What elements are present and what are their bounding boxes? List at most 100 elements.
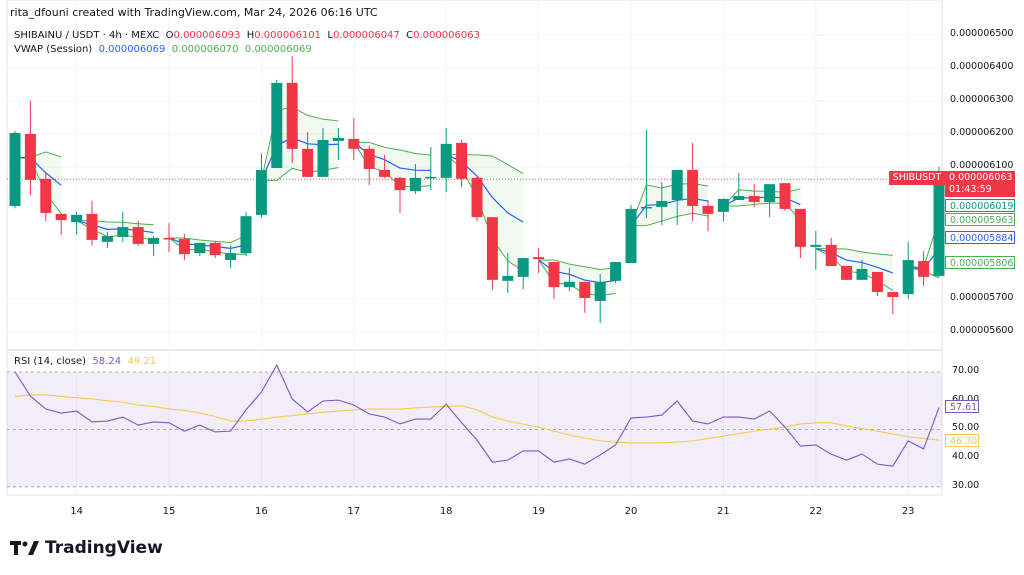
time-axis-label: 14 xyxy=(70,506,83,517)
candle-down xyxy=(132,227,144,244)
candle-down xyxy=(379,169,391,177)
candle-up xyxy=(810,244,822,247)
candle-down xyxy=(471,177,483,218)
vwap-lower-band xyxy=(631,212,709,227)
candle-down xyxy=(687,169,699,206)
symbol-title: SHIBAINU / USDT · 4h · MEXC xyxy=(14,30,160,41)
price-axis-label: 0.000006100 xyxy=(950,160,1014,171)
candle-up xyxy=(625,208,637,264)
rsi-legend[interactable]: RSI (14, close) 58.24 49.21 xyxy=(14,356,156,367)
rsi-pane xyxy=(7,371,942,488)
candle-down xyxy=(40,178,52,213)
candle-down xyxy=(456,142,468,179)
candles xyxy=(9,56,945,324)
candle-down xyxy=(533,257,545,260)
open-label: O xyxy=(165,30,174,41)
vwap-lower-value: 0.000006069 xyxy=(244,44,312,55)
candle-up xyxy=(440,143,452,178)
candle-up xyxy=(317,139,329,177)
candle-up xyxy=(717,199,729,212)
candle-down xyxy=(841,266,853,280)
bar-countdown: 01:43:59 xyxy=(949,184,992,195)
candle-down xyxy=(55,213,67,221)
time-axis-label: 16 xyxy=(255,506,268,517)
candle-up xyxy=(671,169,683,200)
rsi-lines xyxy=(14,363,940,467)
vwap-upper-band xyxy=(353,141,431,156)
candle-up xyxy=(902,260,914,295)
symbol-legend[interactable]: SHIBAINU / USDT · 4h · MEXC O0.000006093… xyxy=(14,30,480,41)
price-axis-label: 0.000006400 xyxy=(950,61,1014,72)
candle-down xyxy=(887,292,899,298)
tradingview-logo-text: TradingView xyxy=(45,538,163,558)
candle-up xyxy=(101,235,113,242)
rsi-line xyxy=(14,363,940,467)
candle-up xyxy=(71,214,83,223)
low-value: 0.000006047 xyxy=(332,30,400,41)
vwap-upper-badge: 0.000005963 xyxy=(945,213,1015,226)
tradingview-logo[interactable]: TradingView xyxy=(10,538,163,558)
price-axis-label: 0.000005700 xyxy=(950,292,1014,303)
candle-up xyxy=(409,177,421,192)
candle-up xyxy=(563,281,575,288)
open-value: 0.000006093 xyxy=(173,30,241,41)
time-axis-label: 18 xyxy=(439,506,453,517)
vwap-upper-band xyxy=(169,235,247,244)
rsi-ma-badge: 46.30 xyxy=(945,434,979,447)
rsi-axis-label: 30.00 xyxy=(952,479,980,491)
candle-down xyxy=(302,148,314,177)
close-value: 0.000006063 xyxy=(413,30,480,41)
candle-up xyxy=(255,169,267,215)
candle-down xyxy=(548,262,560,288)
candle-up xyxy=(502,275,514,281)
candle-up xyxy=(640,206,652,209)
time-axis-label: 20 xyxy=(624,506,638,517)
vwap-line xyxy=(14,156,62,186)
candle-up xyxy=(148,237,160,244)
low-label: L xyxy=(327,30,333,41)
candle-down xyxy=(348,138,360,149)
candle-down xyxy=(825,244,837,266)
rsi-axis-label: 50.00 xyxy=(952,422,980,434)
time-axis-label: 23 xyxy=(901,506,915,517)
candle-down xyxy=(918,261,930,277)
tradingview-logo-icon xyxy=(10,541,39,555)
vwap-badge: 0.000005884 xyxy=(945,231,1015,244)
candle-up xyxy=(9,133,21,206)
close-label: C xyxy=(406,30,414,41)
price-axis-label: 0.000006500 xyxy=(950,28,1014,39)
candle-down xyxy=(579,281,591,299)
vwap-upper-value: 0.000006070 xyxy=(171,44,239,55)
candle-up xyxy=(332,137,344,141)
candle-up xyxy=(933,179,945,276)
candle-down xyxy=(163,237,175,240)
candle-up xyxy=(271,82,283,168)
candle-down xyxy=(286,82,298,149)
candle-up xyxy=(594,281,606,301)
candle-down xyxy=(486,217,498,280)
candle-down xyxy=(24,134,36,180)
vwap-legend[interactable]: VWAP (Session) 0.000006069 0.000006070 0… xyxy=(14,44,312,55)
candle-up xyxy=(194,242,206,254)
candle-down xyxy=(748,196,760,202)
price-axis-label: 0.000006200 xyxy=(950,127,1014,138)
candle-up xyxy=(610,262,622,281)
time-axis-label: 22 xyxy=(809,506,823,517)
rsi-value-badge: 57.61 xyxy=(945,400,979,413)
vwap-band-fill xyxy=(908,219,939,278)
rsi-axis-label: 60.00 xyxy=(952,394,979,405)
candle-up xyxy=(733,196,745,200)
last-price-badge: 0.000006063 01:43:59 xyxy=(945,171,1015,197)
candle-down xyxy=(702,205,714,214)
last-price-value: 0.000006063 xyxy=(949,172,1013,183)
candle-down xyxy=(178,238,190,255)
high-value: 0.000006101 xyxy=(254,30,322,41)
time-axis-label: 15 xyxy=(162,506,176,517)
vwap-title: VWAP (Session) xyxy=(14,44,93,55)
candle-up xyxy=(117,227,129,237)
candle-up xyxy=(225,253,237,261)
candle-down xyxy=(794,208,806,247)
candle-down xyxy=(86,213,98,240)
price-badge-upper: 0.000006019 xyxy=(945,199,1015,212)
